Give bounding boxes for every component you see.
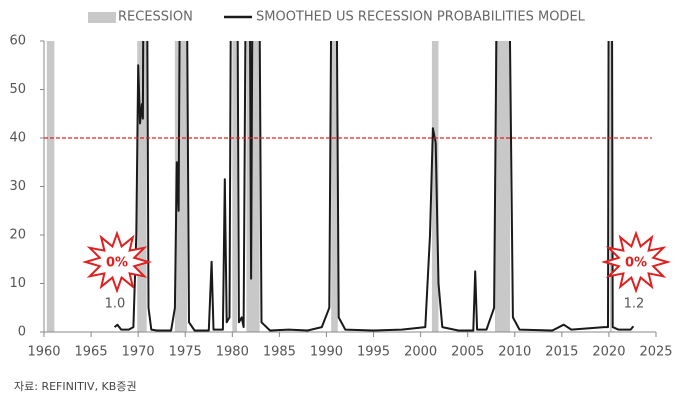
x-tick-label: 1960 [27, 345, 60, 360]
badge-text: 0% [106, 256, 128, 271]
x-tick-label: 1980 [216, 345, 249, 360]
y-tick-label: 30 [9, 179, 26, 194]
x-tick-label: 1990 [310, 345, 343, 360]
recession-band [246, 41, 260, 332]
recession-band [232, 41, 238, 332]
y-tick-label: 40 [9, 131, 26, 146]
starburst [600, 230, 672, 294]
x-tick-label: 2025 [639, 345, 672, 360]
y-tick-label: 60 [9, 34, 26, 49]
y-tick-label: 10 [9, 276, 26, 291]
starburst [81, 230, 153, 294]
recession-band [431, 41, 439, 332]
x-tick-label: 2020 [592, 345, 625, 360]
x-tick-label: 1985 [263, 345, 296, 360]
badge-text: 0% [625, 256, 647, 271]
recession-band [137, 41, 147, 332]
x-tick-label: 1965 [75, 345, 108, 360]
recession-band [46, 41, 55, 332]
y-tick-label: 20 [9, 228, 26, 243]
x-tick-label: 1995 [357, 345, 390, 360]
x-tick-label: 2000 [404, 345, 437, 360]
annotation-text: 1.0 [105, 297, 126, 312]
y-tick-label: 50 [9, 82, 26, 97]
recession-band [609, 41, 612, 332]
y-tick-label: 0 [18, 325, 26, 340]
x-tick-label: 1975 [169, 345, 202, 360]
source: 자료: REFINITIV, KB증권 [14, 380, 137, 393]
x-tick-label: 2010 [498, 345, 531, 360]
legend-swatch [88, 12, 116, 23]
x-tick-label: 2015 [545, 345, 578, 360]
annotation-text: 1.2 [624, 297, 645, 312]
recession-band [331, 41, 338, 332]
legend-label: SMOOTHED US RECESSION PROBABILITIES MODE… [256, 10, 586, 25]
probability-line [113, 41, 635, 332]
recession-band [494, 41, 511, 332]
legend-label: RECESSION [118, 10, 193, 25]
recession-band [174, 41, 188, 332]
plot-area [46, 41, 635, 332]
x-tick-label: 2005 [451, 345, 484, 360]
x-tick-label: 1970 [122, 345, 155, 360]
